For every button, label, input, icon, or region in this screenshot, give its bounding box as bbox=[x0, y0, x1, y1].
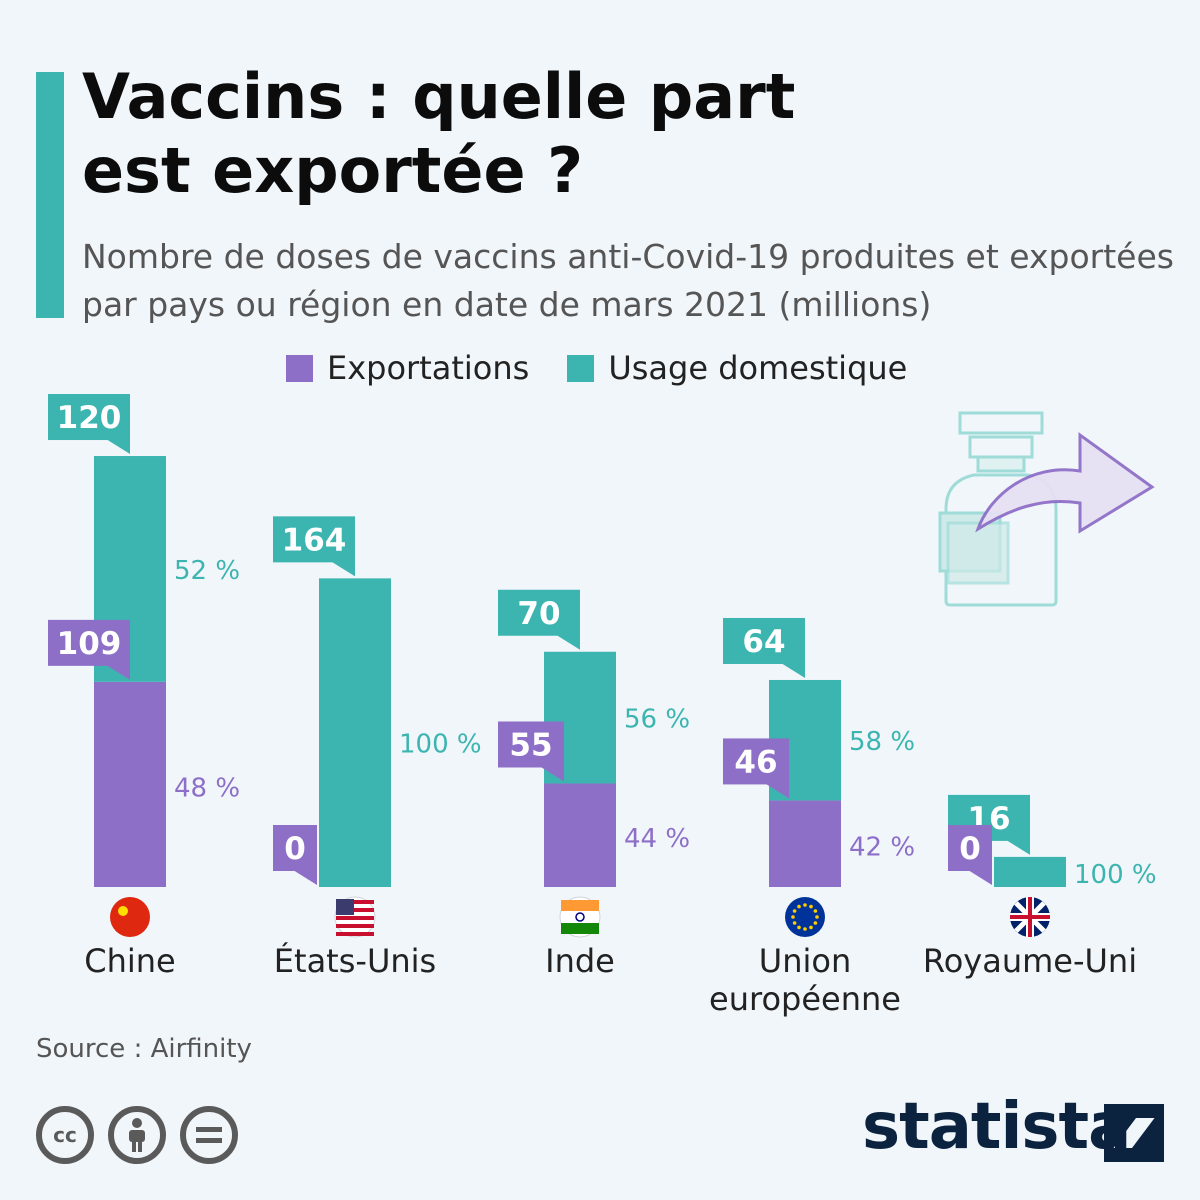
page-title: Vaccins : quelle part est exportée ? bbox=[82, 66, 1082, 214]
pct-label-domestic-2: 56 % bbox=[624, 705, 690, 735]
exports-callout-3-box bbox=[723, 738, 789, 785]
eu-flag-star bbox=[797, 925, 801, 930]
exports-callout-2-box bbox=[498, 721, 564, 768]
title-line-1: Vaccins : quelle part bbox=[82, 60, 796, 133]
exports-callout-2-pointer bbox=[540, 766, 564, 782]
exports-callout-4-value: 0 bbox=[959, 831, 981, 867]
exports-callout-1-box bbox=[273, 825, 317, 871]
legend-swatch-exports bbox=[286, 354, 313, 382]
legend-label-domestic: Usage domestique bbox=[608, 349, 908, 387]
cc-icon[interactable]: cc bbox=[36, 1106, 94, 1164]
domestic-callout-3-value: 64 bbox=[742, 624, 785, 660]
domestic-callout-3-box bbox=[723, 617, 805, 664]
pct-label-domestic-1: 100 % bbox=[399, 730, 482, 760]
bar-exports-0 bbox=[94, 681, 166, 887]
usa-flag-canton bbox=[336, 899, 354, 915]
exports-callout-3-pointer bbox=[765, 783, 789, 799]
eu-flag-star bbox=[813, 909, 818, 913]
legend-item-domestic: Usage domestique bbox=[567, 349, 907, 387]
source-note: Source : Airfinity bbox=[36, 1034, 252, 1064]
eu-flag-star bbox=[809, 925, 813, 930]
eu-flag-star bbox=[797, 904, 801, 909]
india-flag-green bbox=[561, 923, 599, 934]
eu-flag-star bbox=[809, 904, 813, 909]
eu-flag-star bbox=[803, 927, 807, 931]
legend-swatch-domestic bbox=[567, 354, 595, 382]
usa-flag-stripe bbox=[336, 908, 374, 912]
title-line-2: est exportée ? bbox=[82, 134, 584, 207]
category-label-1: États-Unis bbox=[274, 942, 436, 980]
bar-exports-3 bbox=[769, 800, 841, 887]
vaccine-vial-export-icon bbox=[938, 411, 1155, 607]
eu-flag-icon bbox=[785, 897, 825, 937]
title-accent-bar bbox=[36, 72, 64, 318]
domestic-callout-0-pointer bbox=[106, 439, 130, 455]
usa-flag-stripe bbox=[336, 916, 374, 920]
pct-label-exports-0: 48 % bbox=[174, 773, 240, 803]
legend-item-exports: Exportations bbox=[286, 349, 529, 387]
eu-flag-star bbox=[792, 921, 797, 925]
pct-label-exports-2: 44 % bbox=[624, 824, 690, 854]
license-icons: cc bbox=[36, 1106, 252, 1164]
exports-callout-4-box bbox=[948, 825, 992, 871]
statista-logo-text[interactable]: statista bbox=[862, 1090, 1131, 1164]
eu-flag-star bbox=[813, 921, 818, 925]
domestic-callout-4-pointer bbox=[1006, 839, 1030, 855]
statista-logo-mark bbox=[1104, 1104, 1164, 1162]
category-label-0: Chine bbox=[84, 942, 175, 980]
domestic-callout-2-value: 70 bbox=[517, 596, 560, 632]
domestic-callout-2-pointer bbox=[556, 634, 580, 650]
exports-callout-1-value: 0 bbox=[284, 831, 306, 867]
category-label-4: Royaume-Uni bbox=[923, 942, 1137, 980]
eu-flag-star bbox=[792, 909, 797, 913]
chart-legend: Exportations Usage domestique bbox=[286, 349, 945, 387]
exports-callout-0-pointer bbox=[106, 664, 130, 680]
domestic-callout-2-box bbox=[498, 589, 580, 636]
china-flag-icon bbox=[110, 897, 150, 937]
pct-label-exports-3: 42 % bbox=[849, 833, 915, 863]
india-flag-wheel bbox=[575, 912, 585, 922]
pct-label-domestic-0: 52 % bbox=[174, 556, 240, 586]
no-derivatives-icon[interactable] bbox=[180, 1106, 238, 1164]
bar-domestic-4 bbox=[994, 856, 1066, 887]
domestic-callout-1-value: 164 bbox=[282, 522, 347, 558]
domestic-callout-0-value: 120 bbox=[57, 400, 122, 436]
china-flag-star bbox=[118, 906, 128, 916]
category-label-3: Union bbox=[759, 942, 851, 980]
eu-flag-star bbox=[803, 903, 807, 907]
pct-label-domestic-4: 100 % bbox=[1074, 860, 1157, 890]
usa-flag-stripe bbox=[336, 932, 374, 936]
usa-flag-stripe bbox=[336, 900, 374, 904]
bar-domestic-1 bbox=[319, 578, 391, 887]
exports-callout-3-value: 46 bbox=[734, 744, 777, 780]
domestic-callout-1-box bbox=[273, 516, 355, 563]
india-flag-saffron bbox=[561, 900, 599, 911]
eu-flag-star bbox=[815, 915, 819, 919]
stacked-bar-chart: 120 109 52 % 48 % Chine 164 0 100 % États-Unis 70… bbox=[48, 394, 1157, 1018]
legend-label-exports: Exportations bbox=[327, 349, 530, 387]
uk-flag-red-v bbox=[1028, 897, 1032, 937]
bar-exports-2 bbox=[544, 783, 616, 887]
exports-callout-4-pointer bbox=[968, 870, 992, 885]
subtitle: Nombre de doses de vaccins anti-Covid-19… bbox=[82, 237, 1174, 324]
exports-callout-0-box bbox=[48, 619, 130, 666]
domestic-callout-1-pointer bbox=[331, 561, 355, 577]
attribution-icon[interactable] bbox=[108, 1106, 166, 1164]
exports-callout-0-value: 109 bbox=[57, 626, 122, 662]
category-label-2: Inde bbox=[545, 942, 615, 980]
eu-flag-star bbox=[791, 915, 795, 919]
domestic-callout-0-box bbox=[48, 394, 130, 441]
exports-callout-1-pointer bbox=[293, 870, 317, 885]
domestic-callout-3-pointer bbox=[781, 662, 805, 678]
exports-callout-2-value: 55 bbox=[509, 727, 552, 763]
category-label-3: européenne bbox=[709, 980, 901, 1018]
pct-label-domestic-3: 58 % bbox=[849, 727, 915, 757]
usa-flag-stripe bbox=[336, 924, 374, 928]
